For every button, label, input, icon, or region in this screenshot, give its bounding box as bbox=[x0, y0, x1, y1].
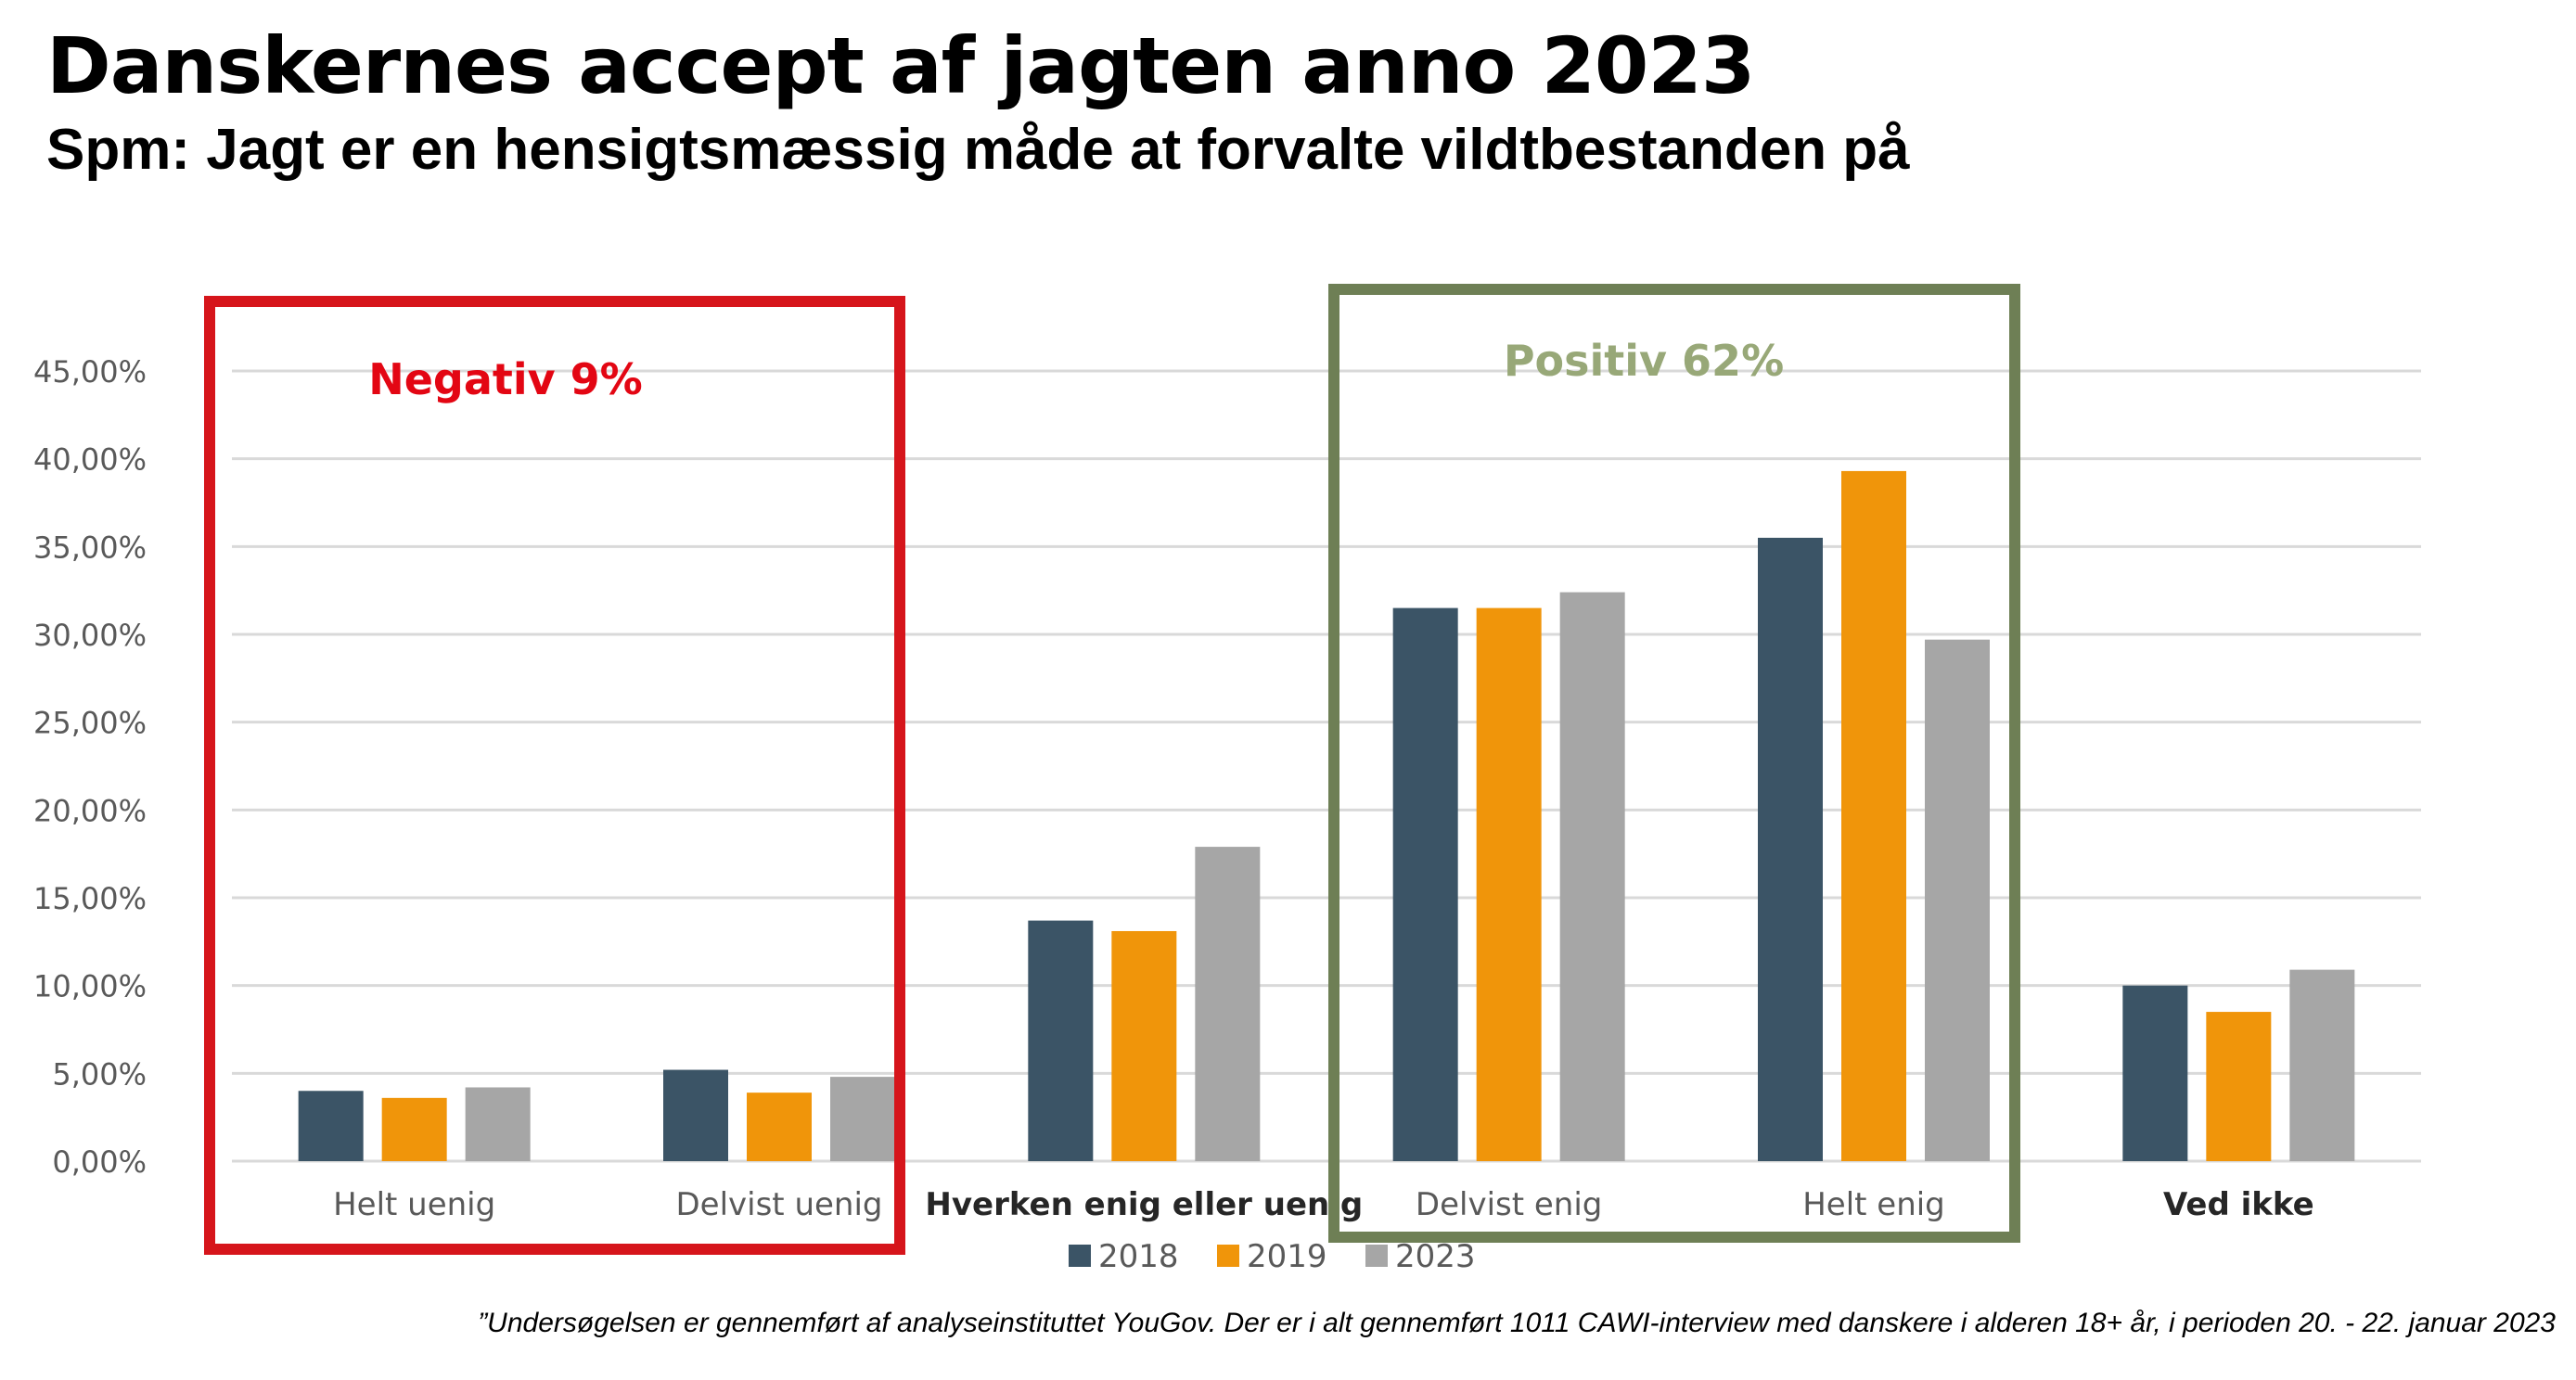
bars bbox=[298, 470, 2355, 1161]
chart-subtitle: Spm: Jagt er en hensigtsmæssig måde at f… bbox=[46, 118, 1910, 182]
bar-2018 bbox=[1392, 607, 1458, 1161]
bar-2023 bbox=[465, 1087, 531, 1161]
gridlines bbox=[232, 369, 2421, 1163]
bar-2019 bbox=[381, 1097, 447, 1161]
y-tick-label: 10,00% bbox=[33, 969, 147, 1004]
bar-2023 bbox=[830, 1077, 895, 1161]
group-boxes: Negativ 9% Positiv 62% bbox=[204, 284, 2020, 1255]
footnote: ”Undersøgelsen er gennemført af analysei… bbox=[478, 1308, 2556, 1338]
y-tick-label: 25,00% bbox=[33, 706, 147, 741]
legend-label-2023: 2023 bbox=[1395, 1238, 1476, 1275]
legend-label-2019: 2019 bbox=[1247, 1238, 1327, 1275]
bar-2019 bbox=[2206, 1012, 2272, 1161]
y-tick-label: 5,00% bbox=[52, 1056, 147, 1092]
y-axis-ticks: 0,00% 5,00% 10,00% 15,00% 20,00% 25,00% 30,00%… bbox=[33, 354, 147, 1180]
x-category-label: Delvist enig bbox=[1416, 1186, 1602, 1223]
y-tick-label: 35,00% bbox=[33, 530, 147, 565]
bar-2023 bbox=[1195, 847, 1261, 1161]
x-category-label: Hverken enig eller uenig bbox=[925, 1186, 1363, 1223]
bar-2019 bbox=[1476, 607, 1542, 1161]
y-tick-label: 45,00% bbox=[33, 354, 147, 390]
legend-label-2018: 2018 bbox=[1098, 1238, 1179, 1275]
bar-2018 bbox=[1028, 920, 1094, 1161]
negative-group-label: Negativ 9% bbox=[368, 354, 643, 404]
legend: 2018 2019 2023 bbox=[1069, 1238, 1476, 1275]
bar-2019 bbox=[747, 1092, 812, 1161]
bar-2018 bbox=[298, 1091, 364, 1161]
positive-group-label: Positiv 62% bbox=[1504, 336, 1784, 386]
bar-2018 bbox=[2122, 985, 2188, 1161]
positive-group-box bbox=[1328, 284, 2020, 1243]
bar-2023 bbox=[2289, 969, 2355, 1161]
negative-group-box bbox=[204, 296, 905, 1255]
legend-swatch-2018 bbox=[1069, 1245, 1091, 1267]
x-category-label: Ved ikke bbox=[2163, 1186, 2314, 1223]
y-tick-label: 0,00% bbox=[52, 1144, 147, 1180]
x-category-label: Helt uenig bbox=[333, 1186, 495, 1223]
y-tick-label: 30,00% bbox=[33, 618, 147, 653]
chart-title: Danskernes accept af jagten anno 2023 bbox=[46, 20, 1755, 111]
bar-2018 bbox=[1758, 537, 1823, 1161]
x-category-label: Delvist uenig bbox=[675, 1186, 882, 1223]
legend-swatch-2019 bbox=[1217, 1245, 1239, 1267]
bar-2023 bbox=[1925, 639, 1990, 1161]
y-tick-label: 15,00% bbox=[33, 881, 147, 916]
bar-2023 bbox=[1559, 592, 1625, 1161]
x-axis-labels: Helt uenig Delvist uenig Hverken enig elle… bbox=[333, 1186, 2314, 1223]
bar-2019 bbox=[1841, 470, 1906, 1161]
y-tick-label: 20,00% bbox=[33, 793, 147, 828]
y-tick-label: 40,00% bbox=[33, 442, 147, 478]
bar-2019 bbox=[1111, 930, 1177, 1161]
x-category-label: Helt enig bbox=[1802, 1186, 1945, 1223]
legend-swatch-2023 bbox=[1365, 1245, 1388, 1267]
bar-2018 bbox=[663, 1069, 728, 1161]
